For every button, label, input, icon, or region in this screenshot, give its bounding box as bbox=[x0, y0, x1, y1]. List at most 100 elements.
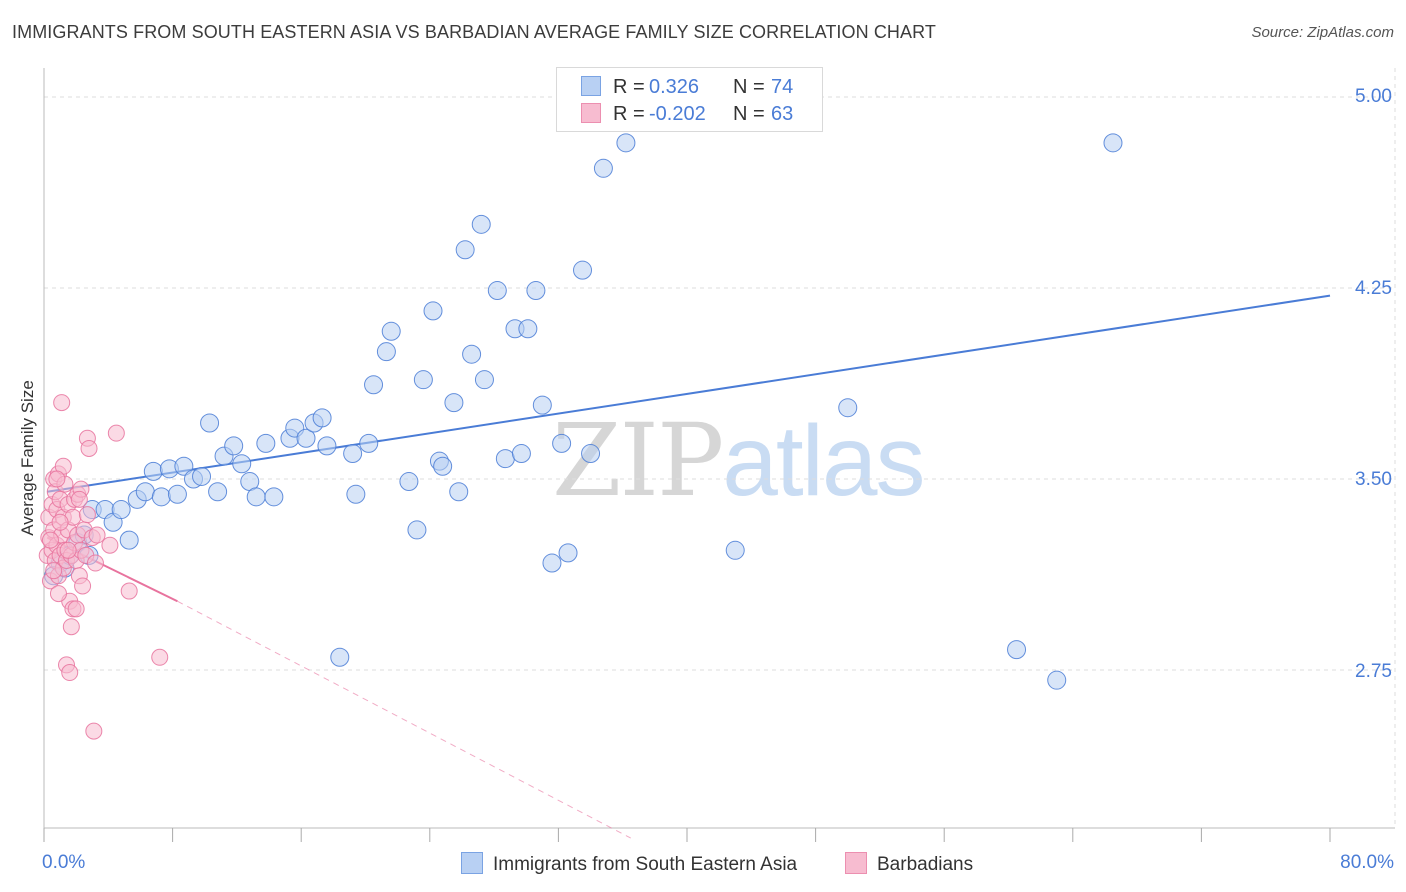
y-axis-label: Average Family Size bbox=[18, 380, 37, 536]
point-barbadians bbox=[74, 577, 92, 595]
point-barbadians bbox=[151, 648, 169, 666]
point-immigrants-se-asia bbox=[312, 408, 332, 428]
legend-row-blue: R = 0.326 N = 74 bbox=[581, 76, 793, 99]
legend-swatch-pink bbox=[581, 103, 601, 123]
trend-line-barbadians-extension bbox=[177, 600, 631, 839]
point-barbadians bbox=[70, 490, 88, 508]
point-immigrants-se-asia bbox=[296, 428, 316, 448]
point-immigrants-se-asia bbox=[581, 444, 601, 464]
y-tick-label: 5.00 bbox=[1355, 86, 1392, 107]
legend-n-value: 74 bbox=[771, 76, 794, 98]
point-immigrants-se-asia bbox=[330, 647, 350, 667]
y-tick-label: 4.25 bbox=[1355, 278, 1392, 299]
point-immigrants-se-asia bbox=[413, 370, 433, 390]
bottom-legend-swatch-pink bbox=[845, 852, 867, 874]
watermark: ZIPatlas bbox=[552, 402, 926, 519]
point-immigrants-se-asia bbox=[246, 487, 266, 507]
point-barbadians bbox=[88, 526, 106, 544]
point-immigrants-se-asia bbox=[200, 413, 220, 433]
point-barbadians bbox=[107, 424, 125, 442]
bottom-legend-series2: Barbadians bbox=[845, 852, 973, 876]
point-barbadians bbox=[61, 664, 79, 682]
point-immigrants-se-asia bbox=[376, 342, 396, 362]
point-immigrants-se-asia bbox=[192, 466, 212, 486]
point-immigrants-se-asia bbox=[542, 553, 562, 573]
point-barbadians bbox=[120, 582, 138, 600]
legend-n-value: 63 bbox=[771, 103, 794, 125]
point-immigrants-se-asia bbox=[471, 214, 491, 234]
point-immigrants-se-asia bbox=[552, 433, 572, 453]
point-immigrants-se-asia bbox=[838, 398, 858, 418]
point-immigrants-se-asia bbox=[143, 461, 163, 481]
point-barbadians bbox=[101, 536, 119, 554]
point-immigrants-se-asia bbox=[399, 472, 419, 492]
point-immigrants-se-asia bbox=[455, 240, 475, 260]
point-immigrants-se-asia bbox=[364, 375, 384, 395]
trend-line-immigrants-se-asia bbox=[47, 294, 1331, 493]
point-barbadians bbox=[62, 618, 80, 636]
point-immigrants-se-asia bbox=[208, 482, 228, 502]
point-immigrants-se-asia bbox=[1047, 670, 1067, 690]
legend-row-pink: R = -0.202 N = 63 bbox=[581, 103, 793, 126]
gridlines bbox=[44, 68, 1396, 828]
point-immigrants-se-asia bbox=[111, 500, 131, 520]
legend-n-label: N = bbox=[733, 103, 765, 125]
legend-swatch-blue bbox=[581, 76, 601, 96]
y-tick-label: 2.75 bbox=[1355, 661, 1392, 682]
point-immigrants-se-asia bbox=[346, 484, 366, 504]
point-immigrants-se-asia bbox=[407, 520, 427, 540]
source-label: Source: ZipAtlas.com bbox=[1251, 24, 1394, 41]
point-immigrants-se-asia bbox=[256, 433, 276, 453]
watermark-atlas: atlas bbox=[722, 405, 925, 517]
x-tick-label: 0.0% bbox=[42, 852, 86, 873]
point-immigrants-se-asia bbox=[593, 158, 613, 178]
point-immigrants-se-asia bbox=[487, 281, 507, 301]
point-immigrants-se-asia bbox=[343, 444, 363, 464]
point-immigrants-se-asia bbox=[532, 395, 552, 415]
point-immigrants-se-asia bbox=[518, 319, 538, 339]
point-immigrants-se-asia bbox=[119, 530, 139, 550]
point-immigrants-se-asia bbox=[423, 301, 443, 321]
point-barbadians bbox=[41, 531, 59, 549]
legend: R = 0.326 N = 74 R = -0.202 N = 63 bbox=[556, 67, 823, 132]
point-immigrants-se-asia bbox=[511, 444, 531, 464]
point-immigrants-se-asia bbox=[151, 487, 171, 507]
point-immigrants-se-asia bbox=[462, 344, 482, 364]
watermark-zip: ZIP bbox=[552, 402, 724, 519]
point-barbadians bbox=[67, 600, 85, 618]
data-points bbox=[38, 133, 1123, 740]
axes bbox=[43, 68, 1395, 842]
point-immigrants-se-asia bbox=[449, 482, 469, 502]
point-immigrants-se-asia bbox=[526, 281, 546, 301]
legend-n-label: N = bbox=[733, 76, 765, 98]
point-immigrants-se-asia bbox=[381, 321, 401, 341]
point-barbadians bbox=[78, 506, 96, 524]
point-immigrants-se-asia bbox=[616, 133, 636, 153]
trend-lines bbox=[46, 294, 1331, 839]
point-barbadians bbox=[86, 554, 104, 572]
point-immigrants-se-asia bbox=[725, 540, 745, 560]
point-barbadians bbox=[59, 541, 77, 559]
point-barbadians bbox=[80, 439, 98, 457]
chart-title: IMMIGRANTS FROM SOUTH EASTERN ASIA VS BA… bbox=[12, 22, 937, 42]
point-immigrants-se-asia bbox=[224, 436, 244, 456]
point-barbadians bbox=[49, 585, 67, 603]
legend-r-label: R = bbox=[613, 103, 645, 125]
point-immigrants-se-asia bbox=[433, 456, 453, 476]
legend-r-value: 0.326 bbox=[649, 76, 700, 98]
point-immigrants-se-asia bbox=[264, 487, 284, 507]
point-immigrants-se-asia bbox=[135, 482, 155, 502]
point-barbadians bbox=[85, 722, 103, 740]
bottom-legend-label: Barbadians bbox=[877, 854, 974, 875]
x-tick-label: 80.0% bbox=[1340, 852, 1394, 873]
bottom-legend-series1: Immigrants from South Eastern Asia bbox=[461, 852, 797, 876]
point-immigrants-se-asia bbox=[558, 543, 578, 563]
point-immigrants-se-asia bbox=[1007, 640, 1027, 660]
point-barbadians bbox=[53, 394, 71, 412]
point-immigrants-se-asia bbox=[495, 449, 515, 469]
legend-r-value: -0.202 bbox=[649, 103, 706, 125]
point-immigrants-se-asia bbox=[1103, 133, 1123, 153]
legend-r-label: R = bbox=[613, 76, 645, 98]
point-immigrants-se-asia bbox=[317, 436, 337, 456]
